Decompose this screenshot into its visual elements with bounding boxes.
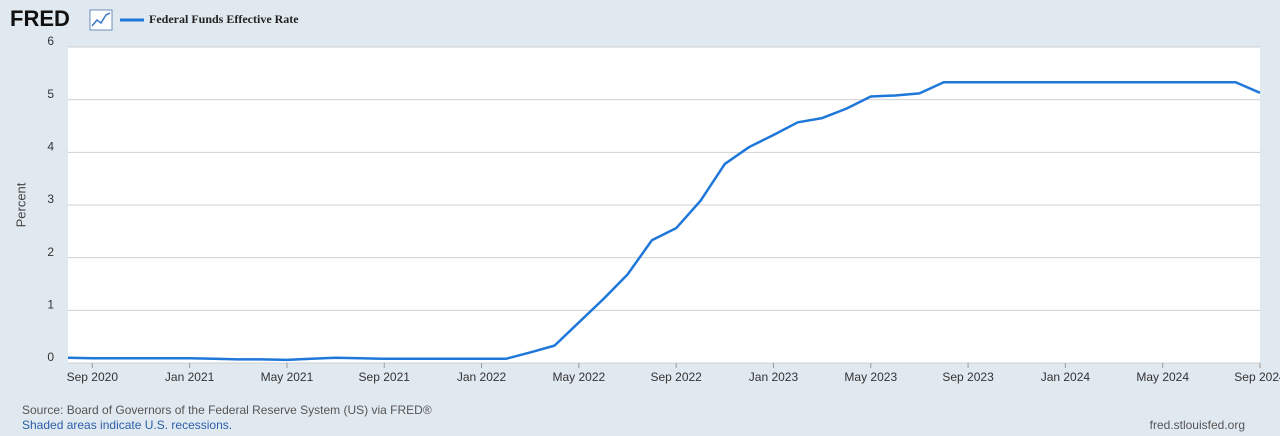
y-tick-label: 5 <box>47 87 54 101</box>
y-tick-label: 4 <box>47 140 54 154</box>
x-tick-label: Sep 2024 <box>1234 370 1280 384</box>
x-tick-label: May 2021 <box>261 370 314 384</box>
x-tick-label: May 2022 <box>553 370 606 384</box>
x-tick-label: Jan 2024 <box>1041 370 1091 384</box>
x-tick-label: Jan 2022 <box>457 370 507 384</box>
y-tick-label: 2 <box>47 245 54 259</box>
logo-icon <box>89 9 113 31</box>
y-tick-label: 6 <box>47 34 54 48</box>
legend-label: Federal Funds Effective Rate <box>149 12 299 26</box>
x-tick-label: Sep 2020 <box>67 370 119 384</box>
y-tick-label: 0 <box>47 350 54 364</box>
recession-note[interactable]: Shaded areas indicate U.S. recessions. <box>22 418 232 432</box>
x-tick-label: Sep 2023 <box>942 370 994 384</box>
y-tick-label: 1 <box>47 298 54 312</box>
x-tick-label: May 2024 <box>1136 370 1189 384</box>
x-tick-label: May 2023 <box>844 370 897 384</box>
x-tick-label: Sep 2021 <box>359 370 411 384</box>
source-note: Source: Board of Governors of the Federa… <box>22 403 432 417</box>
x-tick-label: Jan 2023 <box>749 370 799 384</box>
x-tick-label: Sep 2022 <box>650 370 702 384</box>
site-link[interactable]: fred.stlouisfed.org <box>1150 418 1245 432</box>
x-tick-label: Jan 2021 <box>165 370 215 384</box>
y-tick-label: 3 <box>47 192 54 206</box>
series-line <box>67 81 1261 362</box>
logo[interactable]: FRED <box>10 6 70 31</box>
y-axis-label: Percent <box>13 182 28 227</box>
